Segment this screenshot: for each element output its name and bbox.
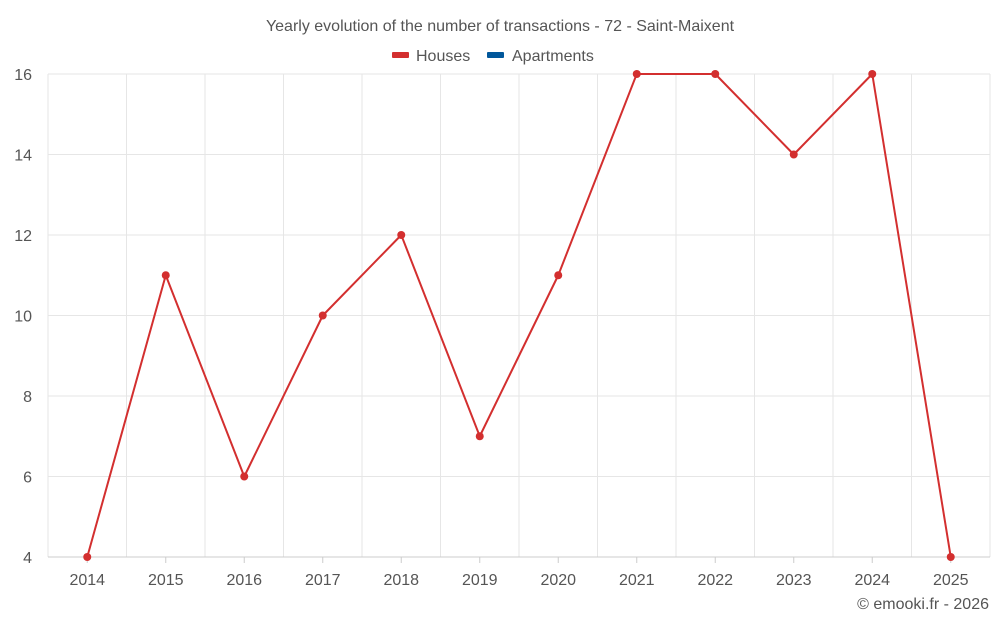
- x-tick-label: 2015: [148, 572, 184, 589]
- x-tick-label: 2014: [69, 572, 105, 589]
- data-point-houses-2024[interactable]: [868, 70, 877, 78]
- series-line-houses: [86, 73, 952, 558]
- x-tick-label: 2018: [383, 572, 419, 589]
- legend-swatch-apartments: [487, 52, 504, 58]
- data-point-houses-2022[interactable]: [711, 70, 720, 78]
- x-tick-label: 2016: [226, 572, 262, 589]
- data-point-houses-2016[interactable]: [240, 472, 249, 481]
- y-tick-label: 6: [23, 470, 32, 487]
- grid: [47, 73, 991, 558]
- data-point-houses-2023[interactable]: [789, 150, 798, 159]
- x-tick-label: 2024: [854, 572, 890, 589]
- x-tick-label: 2017: [305, 572, 341, 589]
- data-point-houses-2018[interactable]: [397, 231, 406, 239]
- data-point-houses-2020[interactable]: [554, 271, 563, 280]
- legend-item-houses[interactable]: Houses: [392, 48, 470, 65]
- legend-label-houses: Houses: [416, 48, 470, 65]
- x-tick-label: 2020: [540, 572, 576, 589]
- legend-swatch-houses: [392, 52, 409, 58]
- y-tick-label: 14: [14, 148, 32, 165]
- axes: 4 6 8 10 12 14 16 2014 2015 2016 2017 2018 2019 2020 2…: [14, 67, 990, 589]
- data-point-houses-2021[interactable]: [632, 70, 641, 78]
- y-tick-label: 4: [23, 550, 32, 567]
- data-point-houses-2014[interactable]: [83, 553, 92, 561]
- data-point-houses-2019[interactable]: [475, 432, 484, 441]
- chart-title: Yearly evolution of the number of transa…: [266, 18, 735, 35]
- x-tick-label: 2019: [462, 572, 498, 589]
- data-point-houses-2015[interactable]: [161, 271, 170, 280]
- x-tick-label: 2025: [933, 572, 969, 589]
- y-tick-label: 10: [14, 309, 32, 326]
- y-tick-label: 8: [23, 389, 32, 406]
- legend: Houses Apartments: [392, 48, 594, 65]
- footer-credit: © emooki.fr - 2026: [857, 596, 989, 613]
- x-tick-label: 2022: [697, 572, 733, 589]
- data-point-houses-2025[interactable]: [946, 553, 955, 561]
- x-tick-label: 2023: [776, 572, 812, 589]
- data-point-houses-2017[interactable]: [318, 311, 327, 320]
- x-tick-label: 2021: [619, 572, 655, 589]
- y-tick-label: 16: [14, 67, 32, 84]
- y-tick-label: 12: [14, 228, 32, 245]
- series: [83, 70, 955, 561]
- legend-item-apartments[interactable]: Apartments: [487, 48, 594, 65]
- legend-label-apartments: Apartments: [512, 48, 594, 65]
